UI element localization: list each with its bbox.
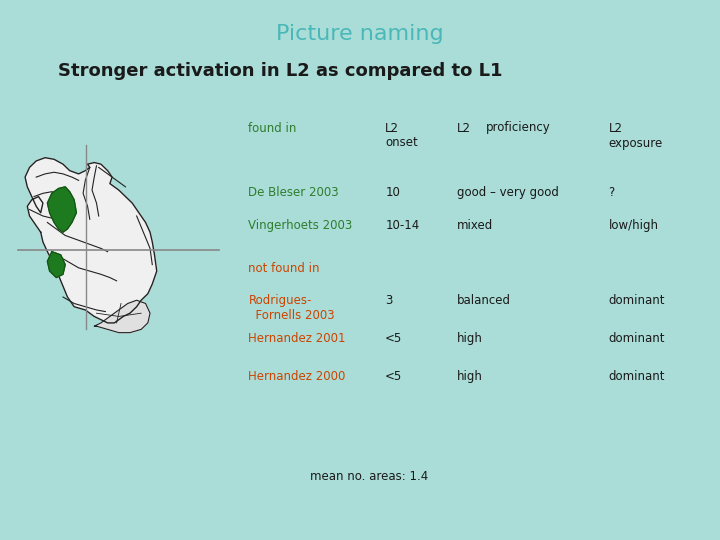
Text: found in: found in (248, 122, 297, 134)
Text: 10-14: 10-14 (385, 219, 420, 232)
Text: ?: ? (608, 186, 615, 199)
Text: Rodrigues-
  Fornells 2003: Rodrigues- Fornells 2003 (248, 294, 335, 322)
Text: De Bleser 2003: De Bleser 2003 (248, 186, 339, 199)
Text: balanced: balanced (457, 294, 511, 307)
Text: Vingerhoets 2003: Vingerhoets 2003 (248, 219, 353, 232)
Text: mean no. areas: 1.4: mean no. areas: 1.4 (310, 470, 428, 483)
Polygon shape (48, 252, 66, 278)
Text: high: high (457, 370, 483, 383)
Text: high: high (457, 332, 483, 345)
Text: 3: 3 (385, 294, 392, 307)
Polygon shape (25, 158, 157, 323)
Text: L2
exposure: L2 exposure (608, 122, 662, 150)
Text: good – very good: good – very good (457, 186, 559, 199)
Text: <5: <5 (385, 332, 402, 345)
Polygon shape (94, 300, 150, 333)
Text: Stronger activation in L2 as compared to L1: Stronger activation in L2 as compared to… (58, 62, 502, 80)
Text: Picture naming: Picture naming (276, 24, 444, 44)
Text: L2
onset: L2 onset (385, 122, 418, 150)
Text: proficiency: proficiency (486, 122, 551, 134)
Text: not found in: not found in (248, 262, 320, 275)
Text: dominant: dominant (608, 370, 665, 383)
Text: L2: L2 (457, 122, 471, 134)
Text: dominant: dominant (608, 332, 665, 345)
Text: dominant: dominant (608, 294, 665, 307)
Text: mixed: mixed (457, 219, 493, 232)
Text: Hernandez 2000: Hernandez 2000 (248, 370, 346, 383)
Text: low/high: low/high (608, 219, 658, 232)
Text: 10: 10 (385, 186, 400, 199)
Polygon shape (48, 187, 76, 232)
Text: Hernandez 2001: Hernandez 2001 (248, 332, 346, 345)
Text: <5: <5 (385, 370, 402, 383)
